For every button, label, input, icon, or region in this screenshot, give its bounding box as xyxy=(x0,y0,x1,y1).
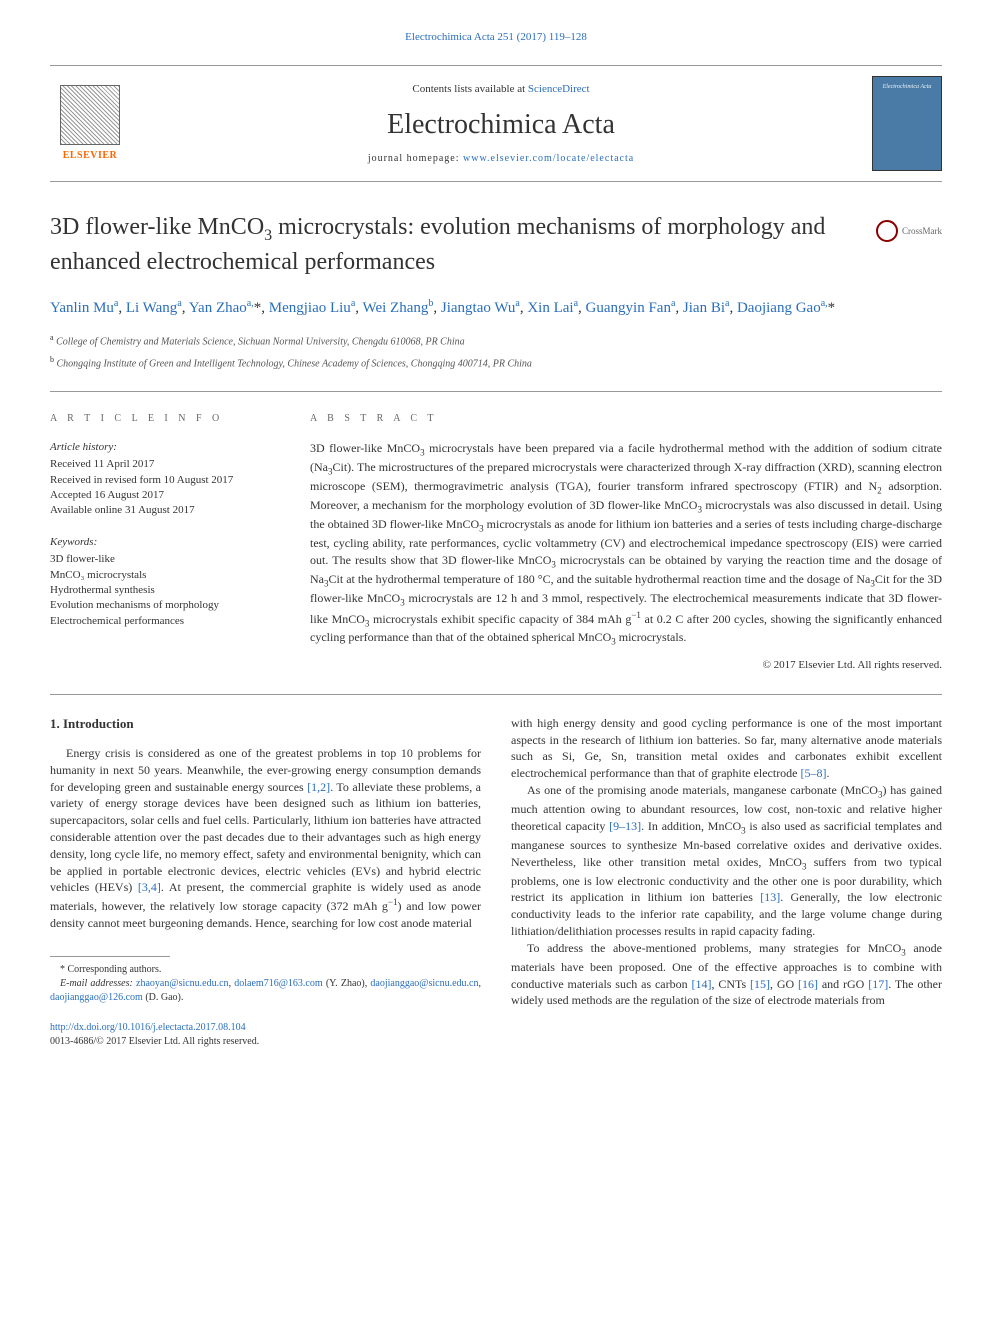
history-item: Received 11 April 2017 xyxy=(50,457,280,472)
ref-link[interactable]: [14] xyxy=(691,977,711,991)
contents-prefix: Contents lists available at xyxy=(412,83,527,95)
email-link[interactable]: daojianggao@126.com xyxy=(50,992,143,1003)
body-columns: 1. Introduction Energy crisis is conside… xyxy=(50,715,942,1049)
publisher-logo[interactable]: ELSEVIER xyxy=(50,76,130,171)
citation-link[interactable]: Electrochimica Acta 251 (2017) 119–128 xyxy=(405,31,587,43)
ref-link[interactable]: [1,2] xyxy=(307,780,330,794)
ref-link[interactable]: [3,4] xyxy=(138,880,161,894)
doi-line: http://dx.doi.org/10.1016/j.electacta.20… xyxy=(50,1021,481,1035)
email-link[interactable]: dolaem716@163.com xyxy=(234,978,322,989)
elsevier-tree-icon xyxy=(60,85,120,145)
history-item: Available online 31 August 2017 xyxy=(50,503,280,518)
keyword-item: Evolution mechanisms of morphology xyxy=(50,598,280,613)
keyword-item: Electrochemical performances xyxy=(50,614,280,629)
article-info-heading: A R T I C L E I N F O xyxy=(50,412,280,426)
author[interactable]: Yanlin Mu xyxy=(50,300,114,316)
affiliation-b: b Chongqing Institute of Green and Intel… xyxy=(50,354,942,371)
abstract-heading: A B S T R A C T xyxy=(310,412,942,426)
ref-link[interactable]: [9–13] xyxy=(609,819,641,833)
ref-link[interactable]: [15] xyxy=(750,977,770,991)
article-title: 3D flower-like MnCO3 microcrystals: evol… xyxy=(50,212,856,278)
citation-pages: 251 (2017) 119–128 xyxy=(497,31,586,43)
author[interactable]: Jiangtao Wu xyxy=(441,300,516,316)
email-paren: (D. Gao). xyxy=(143,992,184,1003)
email-note: E-mail addresses: zhaoyan@sicnu.edu.cn, … xyxy=(50,977,481,1005)
homepage-line: journal homepage: www.elsevier.com/locat… xyxy=(130,152,872,166)
history-item: Received in revised form 10 August 2017 xyxy=(50,473,280,488)
history-item: Accepted 16 August 2017 xyxy=(50,488,280,503)
affiliation-a: a College of Chemistry and Materials Sci… xyxy=(50,332,942,349)
divider xyxy=(50,694,942,695)
publisher-name: ELSEVIER xyxy=(63,149,118,163)
body-col-left: 1. Introduction Energy crisis is conside… xyxy=(50,715,481,1049)
author[interactable]: Daojiang Gao xyxy=(737,300,821,316)
body-paragraph: As one of the promising anode materials,… xyxy=(511,782,942,940)
body-paragraph: with high energy density and good cyclin… xyxy=(511,715,942,782)
doi-link[interactable]: http://dx.doi.org/10.1016/j.electacta.20… xyxy=(50,1022,246,1033)
email-link[interactable]: daojianggao@sicnu.edu.cn xyxy=(370,978,478,989)
keyword-item: MnCO₃ microcrystals xyxy=(50,568,280,583)
crossmark-label: CrossMark xyxy=(902,225,942,238)
journal-name: Electrochimica Acta xyxy=(130,105,872,144)
body-paragraph: Energy crisis is considered as one of th… xyxy=(50,745,481,932)
body-paragraph: To address the above-mentioned problems,… xyxy=(511,940,942,1009)
abstract-copyright: © 2017 Elsevier Ltd. All rights reserved… xyxy=(310,658,942,673)
abstract-col: A B S T R A C T 3D flower-like MnCO3 mic… xyxy=(310,412,942,674)
footnote-divider xyxy=(50,956,170,957)
crossmark-icon xyxy=(876,220,898,242)
divider xyxy=(50,391,942,392)
contents-line: Contents lists available at ScienceDirec… xyxy=(130,82,872,97)
author[interactable]: Li Wang xyxy=(126,300,177,316)
abstract-text: 3D flower-like MnCO3 microcrystals have … xyxy=(310,440,942,649)
cover-title: Electrochimica Acta xyxy=(876,83,938,91)
journal-cover-thumb[interactable]: Electrochimica Acta xyxy=(872,76,942,171)
authors-list: Yanlin Mua, Li Wanga, Yan Zhaoa,*, Mengj… xyxy=(50,296,942,320)
author[interactable]: Guangyin Fan xyxy=(586,300,671,316)
author[interactable]: Jian Bi xyxy=(683,300,725,316)
author[interactable]: Mengjiao Liu xyxy=(269,300,351,316)
ref-link[interactable]: [17] xyxy=(868,977,888,991)
email-label: E-mail addresses: xyxy=(60,978,136,989)
keywords-heading: Keywords: xyxy=(50,535,280,550)
email-paren: (Y. Zhao), xyxy=(323,978,371,989)
journal-header-band: ELSEVIER Contents lists available at Sci… xyxy=(50,65,942,182)
history-heading: Article history: xyxy=(50,440,280,455)
author[interactable]: Yan Zhao xyxy=(189,300,247,316)
issn-line: 0013-4686/© 2017 Elsevier Ltd. All right… xyxy=(50,1035,481,1049)
header-center: Contents lists available at ScienceDirec… xyxy=(130,76,872,171)
citation-journal: Electrochimica Acta xyxy=(405,31,494,43)
article-info-col: A R T I C L E I N F O Article history: R… xyxy=(50,412,280,674)
citation-header: Electrochimica Acta 251 (2017) 119–128 xyxy=(50,30,942,45)
title-block: 3D flower-like MnCO3 microcrystals: evol… xyxy=(50,212,942,278)
homepage-link[interactable]: www.elsevier.com/locate/electacta xyxy=(463,153,634,164)
ref-link[interactable]: [5–8] xyxy=(801,766,827,780)
ref-link[interactable]: [16] xyxy=(798,977,818,991)
email-link[interactable]: zhaoyan@sicnu.edu.cn xyxy=(136,978,229,989)
ref-link[interactable]: [13] xyxy=(760,890,780,904)
keyword-item: 3D flower-like xyxy=(50,552,280,567)
sciencedirect-link[interactable]: ScienceDirect xyxy=(528,83,590,95)
section-heading: 1. Introduction xyxy=(50,715,481,733)
corresponding-note: * Corresponding authors. xyxy=(50,963,481,977)
crossmark-badge[interactable]: CrossMark xyxy=(876,220,942,242)
keywords-block: Keywords: 3D flower-like MnCO₃ microcrys… xyxy=(50,535,280,629)
homepage-label: journal homepage: xyxy=(368,153,463,164)
info-abstract-row: A R T I C L E I N F O Article history: R… xyxy=(50,412,942,674)
body-col-right: with high energy density and good cyclin… xyxy=(511,715,942,1049)
author[interactable]: Wei Zhang xyxy=(363,300,429,316)
keyword-item: Hydrothermal synthesis xyxy=(50,583,280,598)
author[interactable]: Xin Lai xyxy=(527,300,573,316)
